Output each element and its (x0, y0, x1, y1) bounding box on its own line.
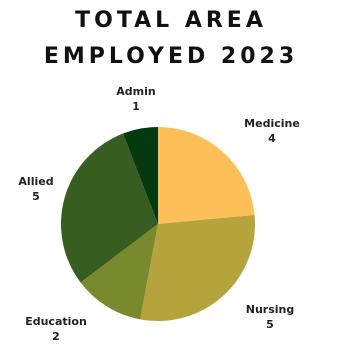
slice-label-medicine: Medicine 4 (244, 116, 300, 146)
chart-title-line-2: EMPLOYED 2023 (43, 44, 299, 69)
slice-label-allied-value: 5 (32, 190, 40, 203)
pie-slice-nursing (140, 215, 256, 322)
slice-label-nursing: Nursing 5 (246, 302, 295, 332)
slice-label-education-value: 2 (52, 330, 60, 343)
pie-slice-medicine (158, 127, 255, 224)
slice-label-medicine-value: 4 (268, 132, 276, 145)
pie-slice-allied (60, 133, 159, 283)
pie-slice-education (80, 224, 158, 320)
slice-label-education-name: Education (25, 315, 87, 328)
slice-label-nursing-name: Nursing (245, 303, 295, 316)
slice-label-admin-name: Admin (116, 85, 156, 98)
pie-slices (60, 127, 256, 322)
slice-label-education: Education 2 (25, 314, 87, 344)
slice-label-allied: Allied 5 (18, 174, 53, 204)
slice-label-admin: Admin 1 (116, 84, 155, 114)
slice-label-medicine-name: Medicine (244, 117, 300, 130)
chart-title-line-1: TOTAL AREA (75, 8, 267, 33)
pie-slice-admin (122, 127, 158, 224)
slice-label-admin-value: 1 (132, 100, 140, 113)
slice-label-nursing-value: 5 (266, 318, 274, 331)
slice-label-allied-name: Allied (18, 175, 54, 188)
